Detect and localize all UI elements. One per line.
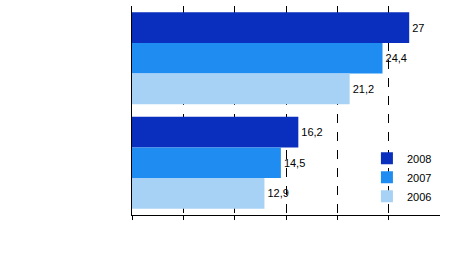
svg-text:14,5: 14,5 xyxy=(284,157,305,169)
svg-text:2008: 2008 xyxy=(407,153,431,165)
svg-text:21,2: 21,2 xyxy=(353,83,374,95)
svg-text:16,2: 16,2 xyxy=(301,126,322,138)
svg-text:2006: 2006 xyxy=(407,191,431,203)
svg-text:2007: 2007 xyxy=(407,172,431,184)
svg-text:24,4: 24,4 xyxy=(386,52,407,64)
svg-text:27: 27 xyxy=(412,22,424,34)
svg-text:12,9: 12,9 xyxy=(267,187,288,199)
